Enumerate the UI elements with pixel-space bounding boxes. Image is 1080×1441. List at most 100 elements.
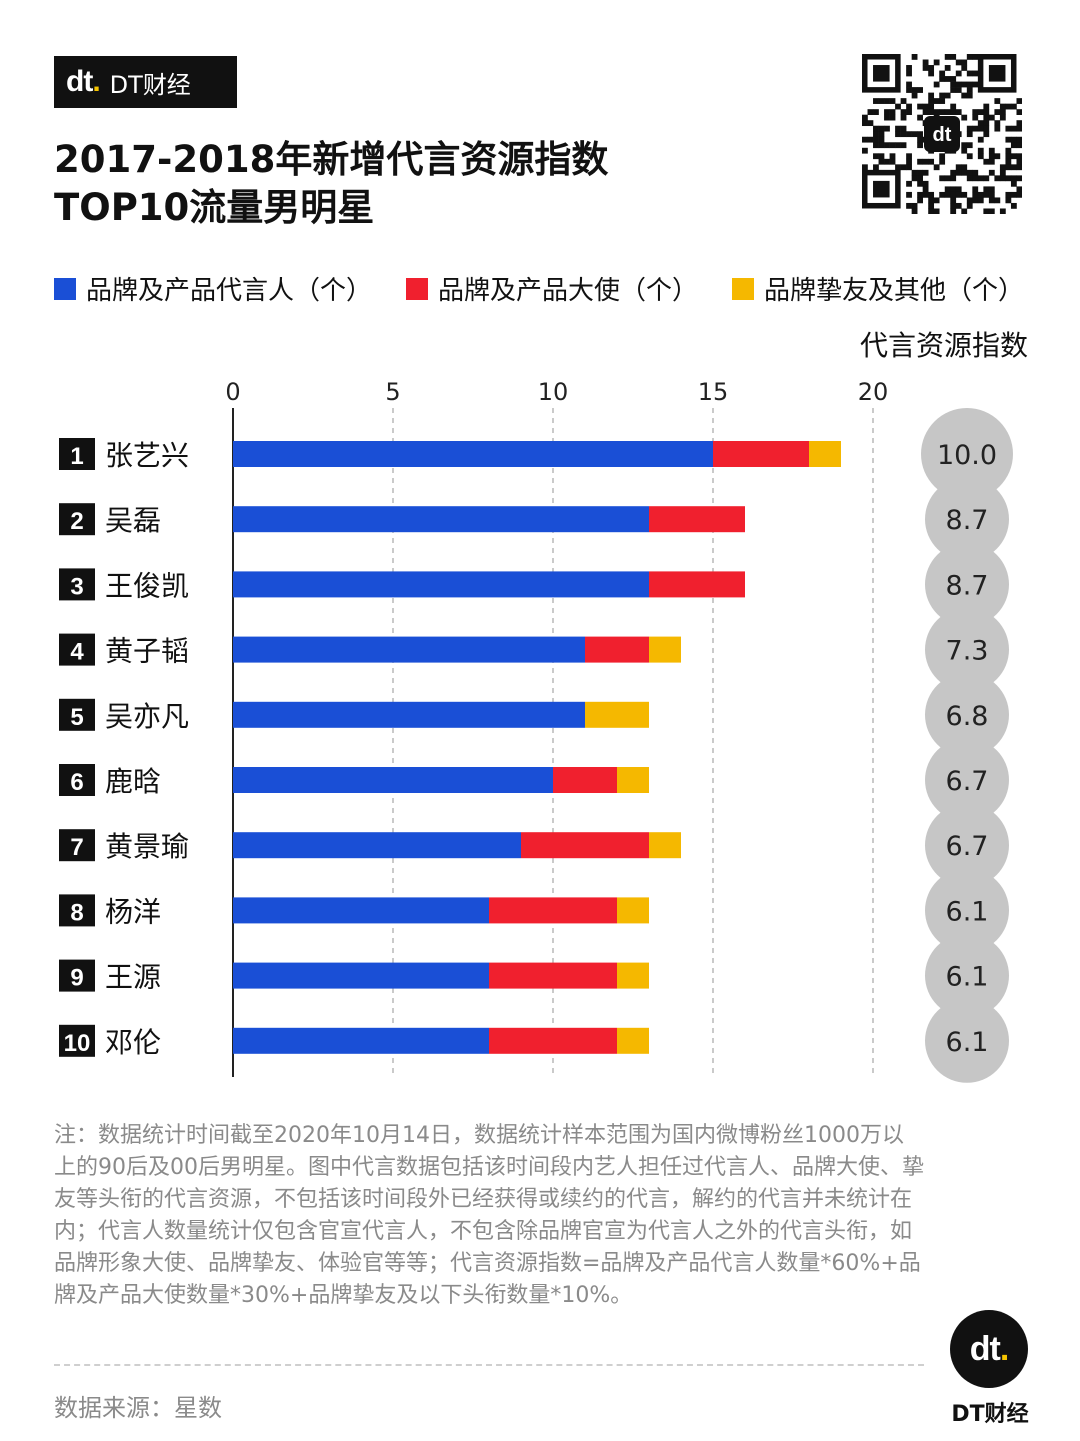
rank-number: 6 (70, 769, 83, 796)
bar-ambassador (649, 506, 745, 533)
rank-number: 10 (64, 1030, 91, 1057)
bar-friend (617, 767, 649, 793)
x-tick-label-10: 10 (538, 378, 569, 406)
divider (54, 1364, 924, 1366)
bar-ambassador (553, 767, 617, 793)
legend-item-friend: 品牌挚友及其他（个） (732, 270, 1024, 307)
index-value: 6.8 (946, 701, 989, 732)
title-line-2: TOP10流量男明星 (54, 186, 375, 229)
rank-badge (59, 764, 95, 796)
bar-endorser (233, 832, 521, 859)
rank-badge (59, 633, 95, 666)
legend-swatch-red (406, 277, 429, 300)
bar-ambassador (489, 897, 617, 924)
bar-endorser (233, 441, 713, 467)
index-bubble (925, 542, 1009, 627)
rank-number: 5 (70, 704, 83, 731)
index-bubble (925, 738, 1009, 822)
chart-title: 2017-2018年新增代言资源指数 TOP10流量男明星 (54, 136, 608, 232)
bar-endorser (233, 1027, 489, 1054)
index-value: 6.1 (946, 962, 989, 993)
bar-endorser (233, 897, 489, 924)
index-bubble (925, 998, 1009, 1083)
index-value: 10.0 (937, 440, 997, 471)
bar-friend (809, 441, 841, 467)
rank-badge (59, 959, 95, 992)
qr-code-icon: dt (862, 54, 1022, 214)
bar-friend (649, 832, 681, 859)
bar-endorser (233, 571, 649, 598)
index-value: 8.7 (946, 570, 989, 601)
category-label: 王源 (105, 961, 161, 994)
rank-number: 8 (70, 899, 83, 926)
category-label: 吴磊 (105, 504, 161, 537)
bar-friend (649, 636, 681, 663)
legend-item-endorser: 品牌及产品代言人（个） (54, 270, 372, 307)
svg-text:dt: dt (933, 124, 952, 146)
category-label: 黄景瑜 (105, 830, 189, 863)
bar-ambassador (489, 962, 617, 989)
index-bubble (925, 672, 1009, 757)
legend-item-ambassador: 品牌及产品大使（个） (406, 270, 698, 307)
bar-endorser (233, 962, 489, 989)
brand-badge: dt. DT财经 (54, 56, 237, 108)
rank-badge (59, 438, 95, 470)
index-bubble (925, 868, 1009, 953)
x-tick-label-20: 20 (858, 378, 889, 406)
index-value: 6.7 (946, 831, 989, 862)
index-value: 6.1 (946, 1027, 989, 1058)
category-label: 鹿晗 (105, 765, 161, 798)
data-source: 数据来源：星数 (54, 1394, 222, 1422)
x-tick-label-0: 0 (225, 378, 240, 406)
x-tick-label-15: 15 (698, 378, 729, 406)
index-value: 7.3 (946, 636, 989, 667)
bar-ambassador (649, 571, 745, 598)
index-bubble (925, 477, 1009, 562)
rank-number: 7 (70, 834, 83, 861)
index-bubble (925, 933, 1009, 1018)
rank-number: 9 (70, 965, 83, 992)
legend-label-ambassador: 品牌及产品大使（个） (438, 276, 699, 306)
category-label: 杨洋 (105, 895, 161, 928)
legend-label-endorser: 品牌及产品代言人（个） (86, 276, 373, 306)
index-value: 6.1 (946, 896, 989, 927)
rank-number: 4 (70, 639, 84, 666)
rank-badge (59, 894, 95, 927)
category-label: 张艺兴 (105, 439, 189, 472)
bar-friend (617, 897, 649, 924)
bar-endorser (233, 767, 553, 793)
bar-endorser (233, 636, 585, 663)
legend: 品牌及产品代言人（个） 品牌及产品大使（个） 品牌挚友及其他（个） (54, 270, 1024, 307)
bar-ambassador (521, 832, 649, 859)
category-label: 黄子韬 (105, 635, 189, 668)
bar-friend (585, 701, 649, 728)
rank-badge (59, 503, 95, 536)
index-bubble (925, 607, 1009, 692)
legend-label-friend: 品牌挚友及其他（个） (764, 276, 1025, 306)
rank-badge (59, 698, 95, 731)
bar-ambassador (713, 441, 809, 467)
footer-logo-icon: dt. (950, 1310, 1028, 1388)
bar-endorser (233, 506, 649, 533)
category-label: 邓伦 (105, 1026, 161, 1059)
title-line-1: 2017-2018年新增代言资源指数 (54, 138, 609, 181)
index-bubble (925, 803, 1009, 888)
rank-badge (59, 829, 95, 862)
dt-logo-icon: dt. (66, 65, 101, 98)
legend-swatch-blue (54, 277, 76, 300)
x-tick-label-5: 5 (385, 378, 400, 406)
bar-endorser (233, 701, 585, 728)
rank-number: 2 (70, 508, 83, 535)
brand-name: DT财经 (109, 70, 191, 99)
category-label: 王俊凯 (105, 569, 189, 602)
rank-badge (59, 568, 95, 601)
bar-friend (617, 962, 649, 989)
index-value: 8.7 (946, 505, 989, 536)
category-label: 吴亦凡 (105, 700, 189, 733)
rank-badge (59, 1024, 95, 1057)
rank-number: 3 (70, 573, 83, 600)
index-column-header: 代言资源指数 (859, 329, 1028, 362)
rank-number: 1 (70, 443, 83, 470)
stacked-bar-chart: 0 5 10 15 20 1 张艺兴 10.0 2 吴磊 8.7 3 王俊凯 8.7 4 黄子韬 7.3 5 吴亦凡… (59, 378, 1013, 1083)
index-value: 6.7 (946, 766, 989, 797)
